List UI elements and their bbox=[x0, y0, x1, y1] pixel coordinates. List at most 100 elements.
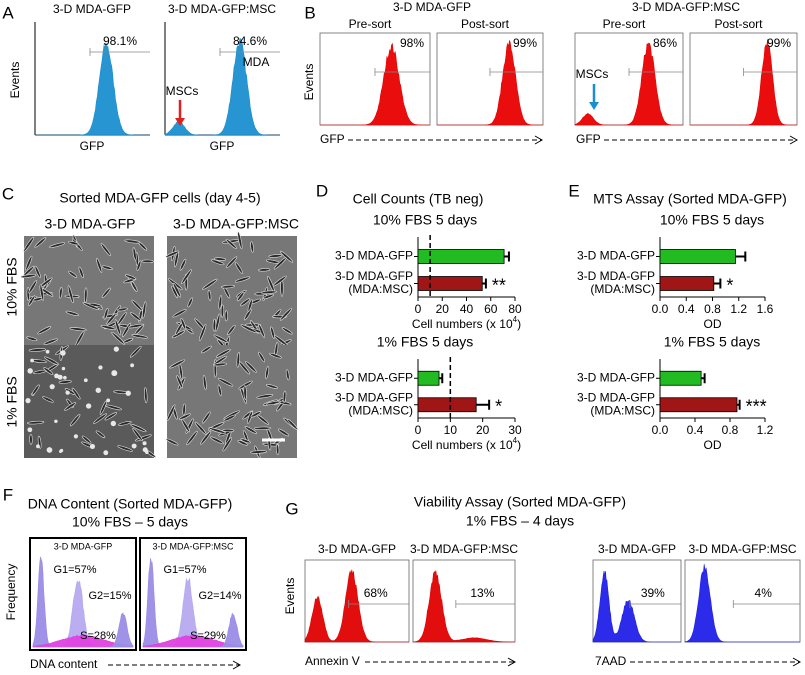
cell bbox=[33, 369, 47, 374]
histogram bbox=[592, 570, 681, 643]
histogram bbox=[320, 42, 430, 126]
plot-title: 3-D MDA-GFP:MSC bbox=[168, 2, 276, 16]
cell bbox=[60, 350, 66, 356]
cell bbox=[43, 367, 54, 376]
histogram bbox=[684, 564, 800, 643]
cell bbox=[249, 450, 267, 454]
cell bbox=[142, 447, 148, 453]
cell bbox=[26, 287, 30, 301]
x-tick-label: 30 bbox=[508, 423, 522, 437]
gate-percent: 98% bbox=[400, 36, 424, 50]
cell bbox=[98, 365, 103, 370]
cell bbox=[186, 430, 198, 446]
cell bbox=[282, 390, 287, 403]
cell bbox=[106, 398, 111, 403]
cell bbox=[95, 430, 106, 439]
row-label: 1% FBS bbox=[4, 376, 20, 427]
cell bbox=[134, 324, 144, 335]
panel-letter: C bbox=[2, 184, 14, 203]
cell bbox=[281, 327, 293, 335]
phase-label: G1=57% bbox=[163, 564, 206, 576]
cell bbox=[110, 420, 117, 427]
bar bbox=[417, 370, 440, 386]
y-axis-label: Events bbox=[283, 578, 297, 615]
cell bbox=[26, 420, 45, 425]
arrow-head bbox=[175, 118, 185, 126]
bar bbox=[659, 276, 715, 291]
cell bbox=[111, 331, 126, 345]
panel-letter: E bbox=[568, 181, 579, 200]
cell bbox=[215, 348, 231, 358]
cell bbox=[227, 324, 236, 336]
histogram bbox=[164, 37, 280, 136]
cell bbox=[236, 351, 240, 368]
x-axis-label: Cell numbers (x 104) bbox=[412, 436, 521, 452]
cell bbox=[130, 363, 135, 368]
gate-percent: 13% bbox=[470, 586, 494, 600]
x-tick-label: 0.8 bbox=[722, 423, 739, 437]
cell bbox=[272, 275, 287, 287]
cell bbox=[65, 390, 70, 395]
cell bbox=[178, 413, 191, 420]
cell bbox=[165, 250, 180, 258]
cell bbox=[69, 327, 87, 332]
cell bbox=[258, 351, 266, 363]
x-axis-label-text: OD bbox=[704, 317, 722, 331]
cell bbox=[180, 318, 186, 330]
cell bbox=[129, 345, 142, 358]
y-tick-label: 3-D MDA-GFP bbox=[335, 249, 413, 263]
cell bbox=[84, 287, 88, 303]
cell bbox=[130, 423, 147, 433]
cell bbox=[103, 307, 109, 320]
y-tick-label: 3-D MDA-GFP bbox=[577, 249, 655, 263]
cell bbox=[285, 369, 290, 381]
cell bbox=[69, 414, 81, 427]
x-tick-label: 1.6 bbox=[757, 302, 774, 316]
x-axis-label: Annexin V bbox=[305, 654, 360, 668]
cell bbox=[258, 268, 271, 272]
cell bbox=[235, 262, 243, 274]
bar bbox=[659, 370, 702, 386]
cell bbox=[247, 411, 253, 424]
error-bar bbox=[735, 251, 747, 262]
x-tick-label: 0.0 bbox=[652, 302, 669, 316]
x-tick-label: 0.8 bbox=[704, 302, 721, 316]
error-bar bbox=[504, 251, 510, 262]
cell bbox=[30, 358, 34, 363]
cell bbox=[28, 348, 47, 352]
cell bbox=[256, 394, 274, 399]
cell bbox=[136, 260, 142, 271]
plot-title: 3-D MDA-GFP bbox=[598, 542, 676, 556]
cell bbox=[270, 326, 275, 339]
histogram bbox=[412, 569, 515, 643]
arrow-label: MSCs bbox=[166, 84, 199, 98]
cell bbox=[238, 380, 253, 390]
cell bbox=[222, 437, 233, 452]
plot-title: 3-D MDA-GFP bbox=[53, 2, 131, 16]
histogram bbox=[35, 42, 150, 136]
cell bbox=[20, 274, 37, 278]
histogram bbox=[304, 569, 409, 643]
cell bbox=[89, 443, 96, 450]
cell bbox=[200, 430, 212, 445]
cell bbox=[253, 426, 272, 430]
x-tick-label: 1.2 bbox=[730, 302, 747, 316]
x-tick-label: 20 bbox=[436, 302, 450, 316]
cell bbox=[240, 298, 251, 307]
cell bbox=[142, 441, 147, 446]
phase-label: G1=57% bbox=[53, 564, 96, 576]
histogram bbox=[690, 39, 797, 126]
cell bbox=[266, 400, 281, 406]
cell bbox=[131, 299, 143, 312]
cell bbox=[210, 436, 224, 445]
cell bbox=[181, 418, 190, 433]
cell bbox=[240, 438, 251, 444]
cell bbox=[247, 299, 253, 312]
significance: * bbox=[726, 275, 733, 295]
cell bbox=[42, 396, 54, 403]
cell bbox=[171, 285, 179, 299]
x-tick-label: 0.0 bbox=[652, 423, 669, 437]
arrow-head bbox=[232, 660, 242, 670]
bar bbox=[417, 249, 505, 264]
